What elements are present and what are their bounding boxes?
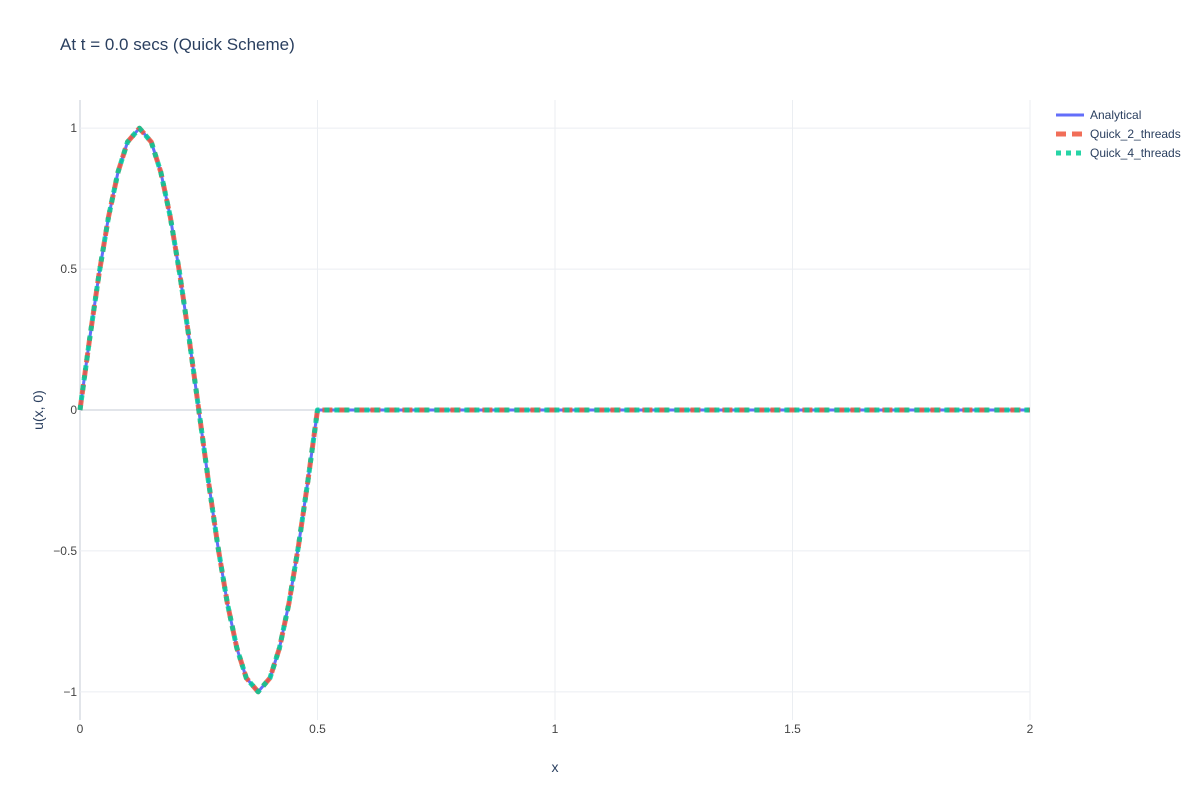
- y-axis-title: u(x, 0): [30, 390, 46, 430]
- y-tick-label: 1: [70, 121, 77, 135]
- x-axis-title: x: [552, 759, 559, 775]
- legend-item[interactable]: Analytical: [1056, 108, 1141, 122]
- y-tick-label: −1: [63, 685, 77, 699]
- series-line-quick-4-threads: [77, 125, 1030, 695]
- legend-label: Analytical: [1090, 108, 1141, 122]
- legend-item[interactable]: Quick_2_threads: [1056, 127, 1181, 141]
- legend-label: Quick_2_threads: [1090, 127, 1181, 141]
- legend[interactable]: Analytical Quick_2_threads Quick_4_threads: [1056, 108, 1181, 160]
- series-lines: [77, 125, 1030, 695]
- y-tick-label: 0.5: [60, 262, 77, 276]
- chart-title: At t = 0.0 secs (Quick Scheme): [60, 35, 295, 54]
- x-tick-label: 1.5: [784, 722, 801, 736]
- y-tick-label: −0.5: [53, 544, 77, 558]
- legend-item[interactable]: Quick_4_threads: [1056, 146, 1181, 160]
- legend-label: Quick_4_threads: [1090, 146, 1181, 160]
- x-tick-label: 0: [77, 722, 84, 736]
- x-tick-label: 1: [552, 722, 559, 736]
- x-tick-label: 2: [1027, 722, 1034, 736]
- x-tick-label: 0.5: [309, 722, 326, 736]
- y-tick-label: 0: [70, 403, 77, 417]
- axis-ticks: 0 0.5 1 1.5 2 1 0.5 0 −0.5 −1: [53, 121, 1033, 736]
